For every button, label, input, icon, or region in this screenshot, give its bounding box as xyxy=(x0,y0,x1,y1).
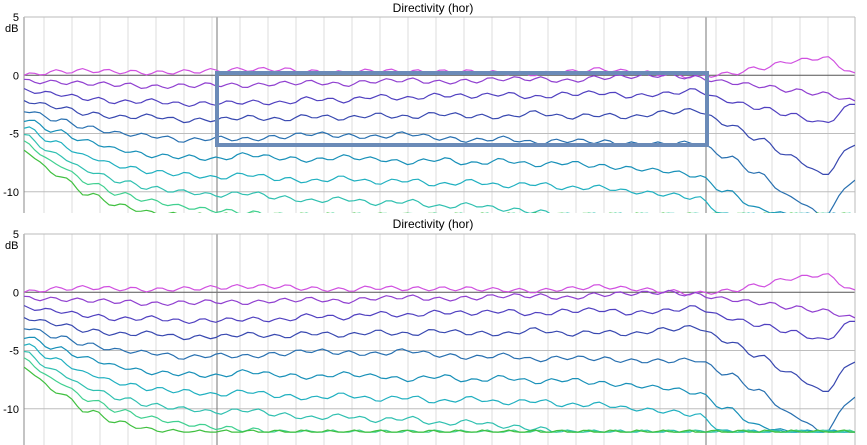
y-tick-label: 5 xyxy=(13,12,19,24)
series-line-9 xyxy=(24,140,851,213)
series-line-5 xyxy=(24,328,855,433)
series-line-7 xyxy=(24,343,855,433)
y-tick-label: -5 xyxy=(9,129,19,141)
series-line-4 xyxy=(24,100,855,175)
series-line-2 xyxy=(24,289,855,319)
series-line-6 xyxy=(24,119,837,213)
chart-panel-2: Directivity (hor) 5 0 -5 -10 dB xyxy=(3,217,856,445)
y-tick-label: 0 xyxy=(13,70,19,82)
series-line-8 xyxy=(24,350,855,433)
chart-title: Directivity (hor) xyxy=(393,217,474,231)
highlight-box xyxy=(215,71,709,147)
y-tick-label: 0 xyxy=(13,287,19,299)
series-line-5 xyxy=(24,111,855,213)
series-line-1 xyxy=(24,273,855,296)
y-tick-label: -5 xyxy=(9,346,19,358)
chart-panel-1: Directivity (hor) 5 0 -5 -10 dB xyxy=(3,1,856,213)
series-line-3 xyxy=(24,87,855,124)
series-line-2 xyxy=(24,72,855,102)
y-tick-label: -10 xyxy=(3,187,19,199)
y-tick-label: -10 xyxy=(3,404,19,416)
series-line-1 xyxy=(24,56,855,79)
y-axis-label: dB xyxy=(5,23,18,35)
series-line-9 xyxy=(24,357,855,433)
series-line-6 xyxy=(24,336,855,433)
series-line-7 xyxy=(24,126,832,213)
series-line-3 xyxy=(24,304,855,341)
series-line-4 xyxy=(24,317,855,392)
y-axis-label: dB xyxy=(5,240,18,252)
chart-title: Directivity (hor) xyxy=(393,1,474,15)
series-line-8 xyxy=(24,133,852,213)
y-tick-label: 5 xyxy=(13,229,19,241)
series-line-10 xyxy=(24,366,855,433)
